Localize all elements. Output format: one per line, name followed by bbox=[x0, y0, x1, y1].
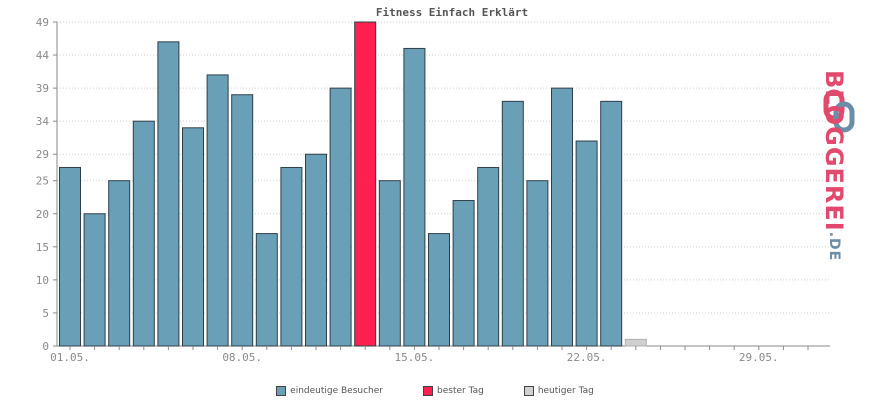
chart-title: Fitness Einfach Erklärt bbox=[376, 6, 528, 19]
legend-label-visitors: eindeutige Besucher bbox=[290, 386, 383, 396]
bar-today bbox=[624, 338, 647, 347]
logo-suffix: .DE bbox=[826, 231, 842, 262]
bar-best-day bbox=[354, 21, 377, 347]
y-tick-label: 10 bbox=[36, 274, 49, 287]
bar-10.05. bbox=[280, 166, 303, 347]
legend-label-today: heutiger Tag bbox=[537, 386, 594, 396]
y-tick-label: 20 bbox=[36, 208, 49, 221]
y-tick-label: 15 bbox=[36, 241, 49, 254]
x-tick-label: 15.05. bbox=[395, 351, 435, 364]
bloggerei-logo-icon bbox=[823, 89, 855, 133]
bar-21.05. bbox=[551, 87, 573, 347]
bars bbox=[59, 21, 647, 347]
bar-04.05. bbox=[132, 120, 155, 347]
bar-05.05. bbox=[157, 41, 180, 347]
bar-14.05. bbox=[378, 180, 401, 347]
bar-08.05. bbox=[231, 94, 254, 347]
bar-06.05. bbox=[182, 127, 204, 347]
legend-swatch-visitors bbox=[276, 386, 287, 396]
y-tick-label: 49 bbox=[36, 16, 49, 29]
legend-swatch-best bbox=[423, 386, 433, 396]
bar-12.05. bbox=[329, 87, 352, 347]
x-tick-label: 08.05. bbox=[222, 351, 262, 364]
bar-07.05. bbox=[206, 74, 229, 347]
bar-16.05. bbox=[428, 233, 450, 347]
bloggerei-logo-text: BLOGGEREI.DE bbox=[820, 70, 848, 262]
legend-item-visitors: eindeutige Besucher bbox=[276, 386, 383, 396]
y-tick-label: 25 bbox=[36, 175, 49, 188]
bar-09.05. bbox=[255, 233, 278, 347]
bar-02.05. bbox=[83, 213, 106, 347]
bar-15.05. bbox=[403, 47, 426, 347]
bar-03.05. bbox=[108, 180, 131, 347]
logo-text: BLOGGEREI bbox=[820, 70, 848, 232]
y-tick-label: 39 bbox=[36, 82, 49, 95]
y-tick-label: 44 bbox=[36, 49, 50, 62]
x-tick-label: 01.05. bbox=[50, 351, 90, 364]
y-tick-label: 0 bbox=[42, 340, 49, 353]
legend-label-best: bester Tag bbox=[437, 386, 484, 396]
x-tick-label: 29.05. bbox=[739, 351, 779, 364]
x-tick-label: 22.05. bbox=[567, 351, 607, 364]
y-tick-label: 34 bbox=[36, 115, 50, 128]
bar-18.05. bbox=[477, 166, 500, 347]
legend-item-today: heutiger Tag bbox=[523, 386, 594, 396]
bar-17.05. bbox=[452, 200, 475, 347]
bar-20.05. bbox=[526, 180, 549, 347]
y-tick-label: 5 bbox=[42, 307, 49, 320]
bar-23.05. bbox=[600, 100, 623, 347]
legend-item-best: bester Tag bbox=[423, 386, 484, 396]
legend: eindeutige Besucher bester Tag heutiger … bbox=[0, 386, 870, 396]
bar-22.05. bbox=[575, 140, 598, 347]
bar-11.05. bbox=[305, 153, 327, 347]
y-tick-label: 29 bbox=[36, 148, 49, 161]
bar-19.05. bbox=[501, 100, 524, 347]
x-axis-ticks: 01.05. 08.05. 15.05. 22.05. 29.05. bbox=[50, 346, 809, 364]
legend-swatch-today bbox=[523, 386, 534, 396]
bar-01.05. bbox=[59, 166, 81, 347]
